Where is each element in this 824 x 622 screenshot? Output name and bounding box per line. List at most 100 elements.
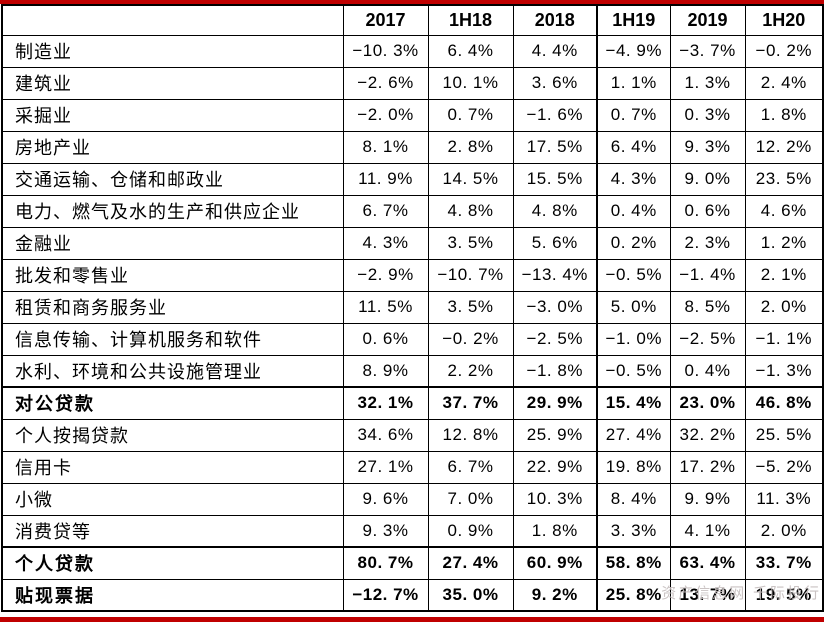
value-cell: 3. 5% <box>427 290 514 324</box>
value-cell: 11. 5% <box>342 290 429 324</box>
table-row: 交通运输、仓储和邮政业 11. 9% 14. 5% 15. 5% 4. 3% 9. 0% 2… <box>1 162 824 196</box>
value-cell: 9. 6% <box>342 482 429 516</box>
value-cell: 4. 1% <box>669 514 746 548</box>
value-cell: 0. 9% <box>427 514 514 548</box>
table-row: 水利、环境和公共设施管理业 8. 9% 2. 2% −1. 8% −0. 5% 0. 4%… <box>1 354 824 388</box>
value-cell: 6. 7% <box>427 450 514 484</box>
value-cell: 12. 2% <box>744 130 824 164</box>
value-cell: 11. 9% <box>342 162 429 196</box>
value-cell: 1. 8% <box>512 514 598 548</box>
value-cell: 46. 8% <box>744 386 824 420</box>
value-cell: 32. 2% <box>669 418 746 452</box>
value-cell: 9. 3% <box>342 514 429 548</box>
value-cell: 8. 5% <box>669 290 746 324</box>
row-label: 信息传输、计算机服务和软件 <box>1 322 344 356</box>
table-row: 电力、燃气及水的生产和供应企业 6. 7% 4. 8% 4. 8% 0. 4% 0. 6%… <box>1 194 824 228</box>
value-cell: 9. 9% <box>669 482 746 516</box>
row-label: 建筑业 <box>1 66 344 100</box>
row-label: 水利、环境和公共设施管理业 <box>1 354 344 388</box>
value-cell: 4. 6% <box>744 194 824 228</box>
value-cell: −3. 0% <box>512 290 598 324</box>
table-row: 制造业 −10. 3% 6. 4% 4. 4% −4. 9% −3. 7% −0. 2% <box>1 34 824 68</box>
value-cell: 22. 9% <box>512 450 598 484</box>
value-cell: 2. 3% <box>669 226 746 260</box>
value-cell: 2. 8% <box>427 130 514 164</box>
table-row: 房地产业 8. 1% 2. 8% 17. 5% 6. 4% 9. 3% 12. 2% <box>1 130 824 164</box>
value-cell: 25. 8% <box>596 578 671 612</box>
value-cell: −12. 7% <box>342 578 429 612</box>
value-cell: 4. 4% <box>512 34 598 68</box>
value-cell: −2. 6% <box>342 66 429 100</box>
row-label: 采掘业 <box>1 98 344 132</box>
value-cell: 23. 5% <box>744 162 824 196</box>
value-cell: 2. 0% <box>744 290 824 324</box>
value-cell: 35. 0% <box>427 578 514 612</box>
value-cell: −1. 8% <box>512 354 598 388</box>
value-cell: 15. 5% <box>512 162 598 196</box>
value-cell: 4. 3% <box>596 162 671 196</box>
value-cell: 1. 8% <box>744 98 824 132</box>
value-cell: 5. 6% <box>512 226 598 260</box>
row-label: 制造业 <box>1 34 344 68</box>
value-cell: 34. 6% <box>342 418 429 452</box>
row-label: 信用卡 <box>1 450 344 484</box>
value-cell: 2. 4% <box>744 66 824 100</box>
value-cell: 27. 4% <box>427 546 514 580</box>
value-cell: 3. 3% <box>596 514 671 548</box>
value-cell: 0. 4% <box>669 354 746 388</box>
value-cell: 4. 8% <box>427 194 514 228</box>
value-cell: 10. 3% <box>512 482 598 516</box>
value-cell: 2. 1% <box>744 258 824 292</box>
column-header-1h19: 1H19 <box>596 4 671 36</box>
value-cell: 3. 6% <box>512 66 598 100</box>
row-label: 批发和零售业 <box>1 258 344 292</box>
row-label: 金融业 <box>1 226 344 260</box>
value-cell: −1. 1% <box>744 322 824 356</box>
value-cell: 0. 7% <box>596 98 671 132</box>
value-cell: −1. 0% <box>596 322 671 356</box>
column-header-2017: 2017 <box>342 4 429 36</box>
row-label: 贴现票据 <box>1 578 344 612</box>
value-cell: 12. 8% <box>427 418 514 452</box>
value-cell: 0. 2% <box>596 226 671 260</box>
value-cell: 7. 0% <box>427 482 514 516</box>
value-cell: 8. 4% <box>596 482 671 516</box>
value-cell: 29. 9% <box>512 386 598 420</box>
value-cell: 32. 1% <box>342 386 429 420</box>
value-cell: 10. 1% <box>427 66 514 100</box>
value-cell: 27. 1% <box>342 450 429 484</box>
value-cell: −2. 5% <box>669 322 746 356</box>
table-row: 建筑业 −2. 6% 10. 1% 3. 6% 1. 1% 1. 3% 2. 4% <box>1 66 824 100</box>
column-header-2019: 2019 <box>669 4 746 36</box>
value-cell: 58. 8% <box>596 546 671 580</box>
value-cell: 19. 5% <box>744 578 824 612</box>
value-cell: −0. 2% <box>427 322 514 356</box>
table-row: 金融业 4. 3% 3. 5% 5. 6% 0. 2% 2. 3% 1. 2% <box>1 226 824 260</box>
value-cell: 25. 9% <box>512 418 598 452</box>
value-cell: 37. 7% <box>427 386 514 420</box>
table-row: 信用卡 27. 1% 6. 7% 22. 9% 19. 8% 17. 2% −5. 2% <box>1 450 824 484</box>
row-label: 租赁和商务服务业 <box>1 290 344 324</box>
value-cell: 25. 5% <box>744 418 824 452</box>
value-cell: 9. 0% <box>669 162 746 196</box>
table-row: 信息传输、计算机服务和软件 0. 6% −0. 2% −2. 5% −1. 0% −2. … <box>1 322 824 356</box>
value-cell: 60. 9% <box>512 546 598 580</box>
value-cell: 11. 3% <box>744 482 824 516</box>
value-cell: 2. 2% <box>427 354 514 388</box>
top-red-rule <box>0 0 824 4</box>
value-cell: 5. 0% <box>596 290 671 324</box>
value-cell: 6. 4% <box>427 34 514 68</box>
value-cell: 27. 4% <box>596 418 671 452</box>
table-body: 制造业 −10. 3% 6. 4% 4. 4% −4. 9% −3. 7% −0. 2% 建筑… <box>1 34 824 612</box>
column-header-2018: 2018 <box>512 4 598 36</box>
value-cell: −0. 5% <box>596 354 671 388</box>
value-cell: −2. 0% <box>342 98 429 132</box>
table-row: 小微 9. 6% 7. 0% 10. 3% 8. 4% 9. 9% 11. 3% <box>1 482 824 516</box>
value-cell: 1. 2% <box>744 226 824 260</box>
column-header-1h18: 1H18 <box>427 4 514 36</box>
row-label: 对公贷款 <box>1 386 344 420</box>
value-cell: 19. 8% <box>596 450 671 484</box>
table-row: 批发和零售业 −2. 9% −10. 7% −13. 4% −0. 5% −1. 4% 2.… <box>1 258 824 292</box>
value-cell: 3. 5% <box>427 226 514 260</box>
table-row: 消费贷等 9. 3% 0. 9% 1. 8% 3. 3% 4. 1% 2. 0% <box>1 514 824 548</box>
